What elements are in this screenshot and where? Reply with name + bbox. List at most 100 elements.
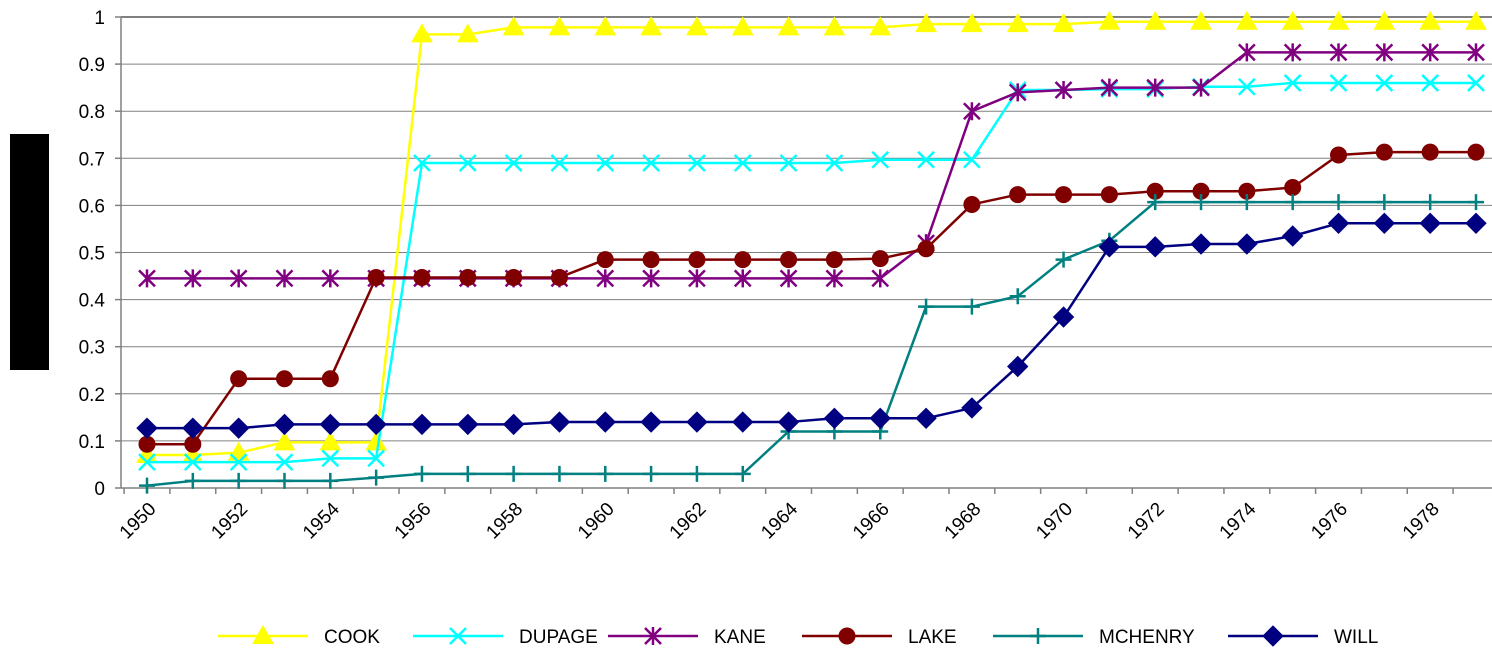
x-tick-label: 1968 — [941, 499, 986, 544]
y-tick-label: 0.6 — [79, 196, 105, 217]
x-tick-label: 1960 — [574, 499, 619, 544]
data-point-mchenry — [688, 465, 705, 482]
y-tick-label: 0.5 — [79, 244, 105, 265]
x-tick-label: 1976 — [1307, 499, 1352, 544]
data-point-kane — [871, 269, 890, 288]
data-point-kane — [1100, 78, 1119, 97]
data-point-will — [640, 411, 662, 433]
data-point-dupage — [642, 154, 660, 172]
data-point-dupage — [550, 154, 569, 172]
legend: COOK DUPAGE KANE LAKE MCHENRY WILL — [218, 624, 1378, 648]
y-tick-label: 0 — [94, 479, 105, 500]
data-point-mchenry — [1422, 194, 1439, 211]
data-point-dupage — [1421, 74, 1440, 92]
data-point-will — [1052, 306, 1075, 328]
data-point-mchenry — [734, 465, 751, 482]
data-point-cook — [502, 16, 525, 36]
legend-marker — [1262, 625, 1284, 647]
data-point-lake — [1375, 143, 1393, 161]
data-point-mchenry — [1468, 194, 1484, 211]
data-point-mchenry — [413, 465, 430, 482]
data-point-dupage — [504, 154, 523, 172]
data-point-will — [1007, 355, 1029, 378]
data-point-lake — [917, 240, 935, 258]
data-point-lake — [1100, 186, 1118, 204]
data-point-lake — [550, 268, 568, 286]
data-point-dupage — [1375, 74, 1394, 92]
x-tick-label: 1964 — [757, 498, 802, 543]
data-point-kane — [229, 269, 248, 288]
data-point-kane — [1375, 43, 1394, 62]
data-point-mchenry — [1330, 194, 1347, 211]
data-point-cook — [1281, 10, 1304, 30]
data-point-lake — [1421, 143, 1439, 161]
data-point-lake — [963, 195, 981, 213]
data-point-cook — [1098, 10, 1121, 30]
x-tick-label: 1972 — [1124, 499, 1169, 544]
data-point-lake — [596, 251, 614, 269]
data-point-cook — [1465, 10, 1487, 30]
data-point-kane — [642, 269, 660, 288]
data-point-mchenry — [322, 472, 339, 489]
series-line-dupage — [147, 81, 1476, 464]
data-point-will — [594, 411, 616, 433]
data-point-kane — [1467, 43, 1485, 62]
data-point-lake — [230, 370, 248, 388]
y-tick-label: 0.8 — [79, 102, 105, 123]
data-point-kane — [1146, 78, 1165, 97]
y-axis-tick-labels: 0 0.1 0.2 0.3 0.4 0.5 0.6 0.7 0.8 0.9 1 — [79, 8, 106, 500]
data-point-will — [915, 407, 937, 429]
data-point-cook — [273, 431, 296, 451]
legend-label: COOK — [324, 627, 380, 648]
data-point-dupage — [963, 150, 981, 169]
data-point-will — [273, 413, 296, 436]
data-point-mchenry — [643, 465, 660, 482]
data-point-lake — [321, 370, 339, 388]
data-point-dupage — [825, 154, 844, 172]
data-point-kane — [1421, 43, 1440, 62]
data-point-kane — [1283, 43, 1302, 62]
redaction-box — [10, 134, 49, 370]
data-point-kane — [321, 269, 340, 288]
data-point-cook — [1144, 10, 1167, 30]
legend-label: KANE — [714, 627, 766, 648]
data-point-will — [1465, 212, 1487, 235]
data-point-dupage — [779, 154, 798, 172]
x-tick-label: 1954 — [299, 498, 344, 543]
data-point-mchenry — [276, 472, 293, 489]
gridlines — [121, 16, 1492, 489]
legend-item-lake: LAKE — [802, 627, 957, 648]
data-point-kane — [1329, 43, 1348, 62]
data-point-dupage — [413, 154, 431, 172]
data-point-lake — [734, 251, 752, 269]
x-tick-label: 1970 — [1032, 499, 1077, 544]
legend-marker — [252, 624, 274, 644]
data-point-cook — [1373, 10, 1396, 30]
data-point-mchenry — [230, 472, 247, 489]
data-point-cook — [1052, 13, 1075, 33]
data-point-kane — [596, 269, 615, 288]
data-point-will — [1190, 233, 1212, 255]
data-point-mchenry — [963, 298, 980, 315]
data-point-mchenry — [139, 477, 155, 494]
legend-marker — [1030, 628, 1046, 644]
data-point-will — [136, 417, 158, 439]
data-point-cook — [456, 23, 479, 43]
y-tick-label: 0.1 — [79, 432, 105, 453]
legend-item-kane: KANE — [608, 627, 766, 648]
data-point-mchenry — [1009, 288, 1026, 305]
data-point-will — [319, 413, 342, 436]
data-point-kane — [138, 269, 156, 288]
data-point-cook — [365, 431, 387, 451]
data-point-mchenry — [1193, 194, 1210, 211]
series-cook — [136, 10, 1487, 464]
data-point-cook — [869, 16, 892, 36]
data-point-mchenry — [505, 465, 522, 482]
x-tick-label: 1978 — [1399, 499, 1444, 544]
data-point-will — [1419, 212, 1441, 235]
data-point-kane — [779, 269, 798, 288]
data-point-dupage — [733, 154, 752, 172]
series-dupage — [138, 74, 1485, 471]
series-lake — [138, 143, 1485, 453]
